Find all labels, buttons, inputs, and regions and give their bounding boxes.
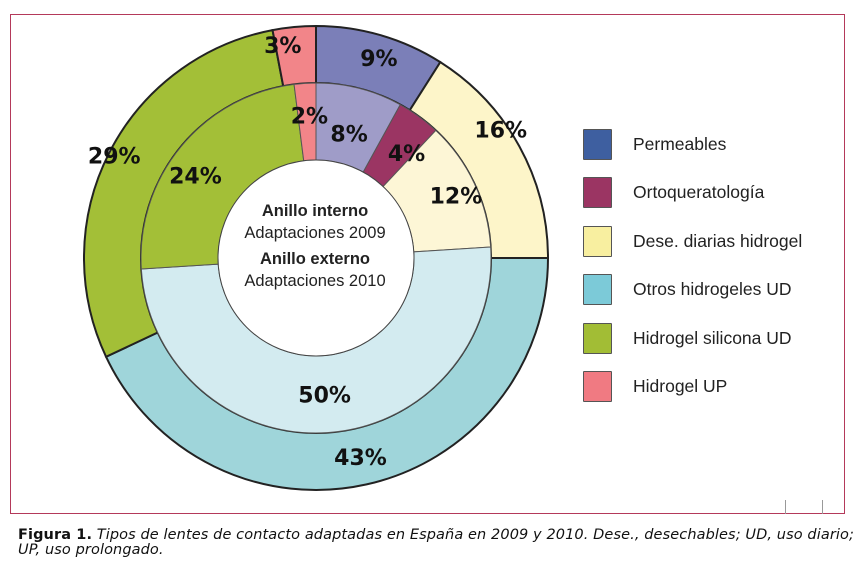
pct-label-hidrogel-up: 2% (291, 104, 328, 129)
legend-label: Hidrogel silicona UD (633, 327, 792, 348)
legend-label: Hidrogel UP (633, 376, 728, 396)
tick-mark (785, 500, 786, 514)
caption-body: Tipos de lentes de contacto adaptadas en… (18, 527, 854, 558)
legend-swatch (583, 225, 612, 257)
tick-mark (822, 500, 823, 514)
center-line-inner-title: Anillo interno (261, 202, 369, 220)
pct-label-hidrogel-silicona: 24% (169, 165, 222, 190)
pct-label-otros-hidrogeles: 43% (334, 446, 387, 471)
inner-ring-2009 (140, 82, 492, 434)
legend-label: Otros hidrogeles UD (633, 279, 792, 299)
pct-label-hidrogel-silicona: 29% (88, 144, 141, 169)
legend-item-otros-hidrogeles: Otros hidrogeles UD (583, 274, 802, 306)
pct-label-ortoqueratologia: 4% (388, 142, 425, 167)
pct-label-hidrogel-up: 3% (264, 34, 301, 59)
legend-swatch (583, 274, 612, 305)
center-line-inner-year: Adaptaciones 2009 (244, 224, 386, 242)
center-hole (217, 159, 415, 357)
legend-label: Dese. diarias hidrogel (633, 230, 803, 251)
legend-swatch (583, 177, 612, 208)
legend: Permeables Ortoqueratología Dese. diaria… (583, 128, 802, 419)
legend-swatch (583, 128, 612, 160)
center-line-outer-year: Adaptaciones 2010 (244, 272, 386, 290)
pct-label-permeables: 8% (330, 122, 367, 147)
legend-item-permeables: Permeables (583, 128, 802, 160)
percentage-labels: 9% 16% 43% 29% 3% 8% 4%12% 50% 24% 2% (88, 34, 527, 471)
figure-caption: Figura 1. Tipos de lentes de contacto ad… (18, 528, 858, 558)
legend-item-hidrogel-silicona: Hidrogel silicona UD (583, 322, 802, 354)
legend-swatch (583, 322, 612, 354)
legend-label: Permeables (633, 133, 727, 154)
pct-label-otros-hidrogeles: 50% (298, 384, 351, 409)
pct-label-dese-diarias: 16% (474, 119, 527, 144)
pct-label-permeables: 9% (360, 47, 397, 72)
legend-item-dese-diarias: Dese. diarias hidrogel (583, 225, 802, 257)
pct-label-dese-diarias: 12% (430, 185, 483, 210)
caption-lead: Figura 1. (18, 527, 93, 543)
legend-swatch (583, 371, 612, 402)
outer-ring-2010 (83, 24, 550, 491)
legend-item-ortoqueratologia: Ortoqueratología (583, 177, 802, 209)
center-label: Anillo interno Adaptaciones 2009 Anillo … (215, 200, 415, 292)
legend-item-hidrogel-up: Hidrogel UP (583, 371, 802, 403)
legend-label: Ortoqueratología (633, 182, 765, 202)
center-line-outer-title: Anillo externo (259, 250, 370, 268)
figure-frame (10, 14, 845, 514)
